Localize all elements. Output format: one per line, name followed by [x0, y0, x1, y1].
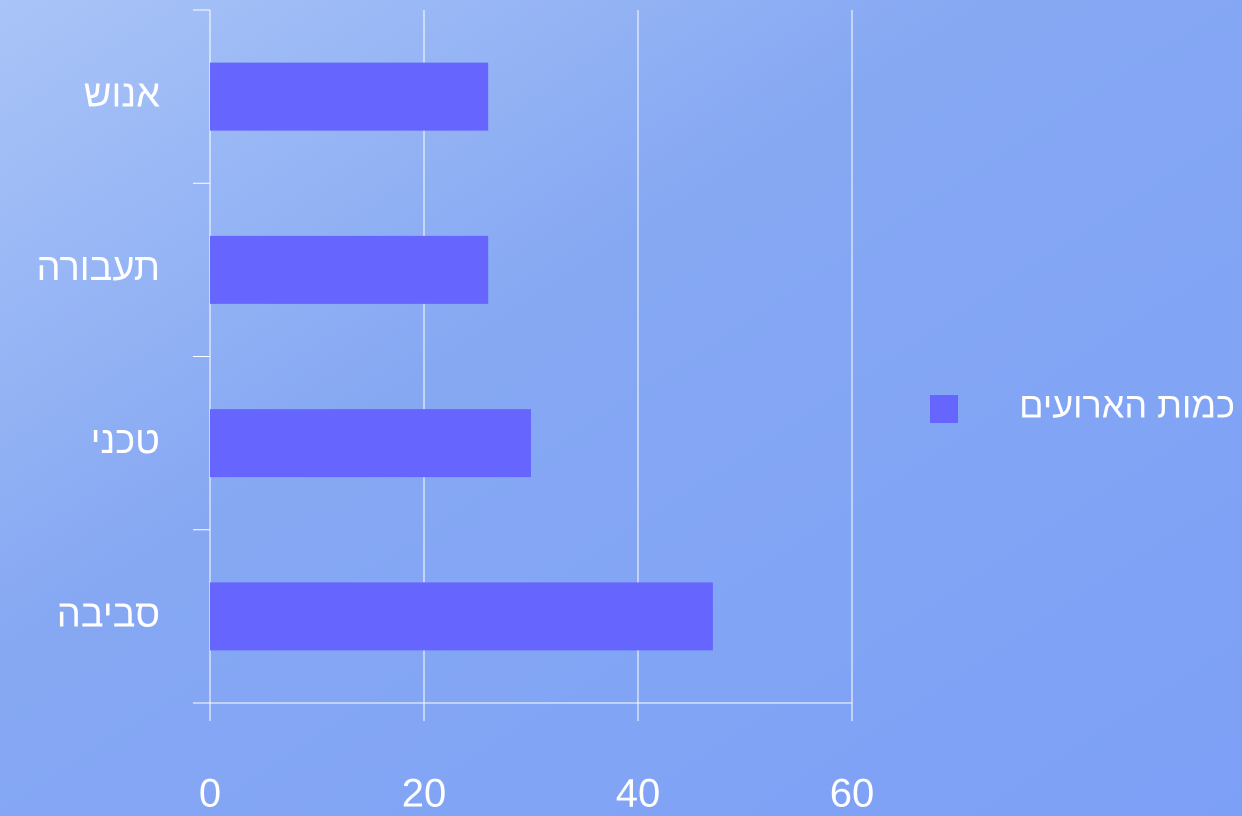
x-tick-label: 0: [199, 772, 221, 816]
x-tick-label: 20: [402, 772, 447, 816]
y-tick-label: סביבה: [57, 593, 160, 635]
y-tick-label: אנוש: [84, 74, 160, 116]
legend-label: כמות הארועים: [1019, 385, 1235, 426]
bar: [210, 235, 489, 304]
bar: [210, 62, 489, 131]
y-tick-label: טכני: [91, 420, 160, 462]
x-tick-label: 60: [830, 772, 875, 816]
x-tick-label: 40: [616, 772, 661, 816]
bar: [210, 582, 713, 651]
legend-swatch: [930, 395, 958, 423]
bar: [210, 409, 531, 478]
y-tick-label: תעבורה: [37, 247, 160, 289]
